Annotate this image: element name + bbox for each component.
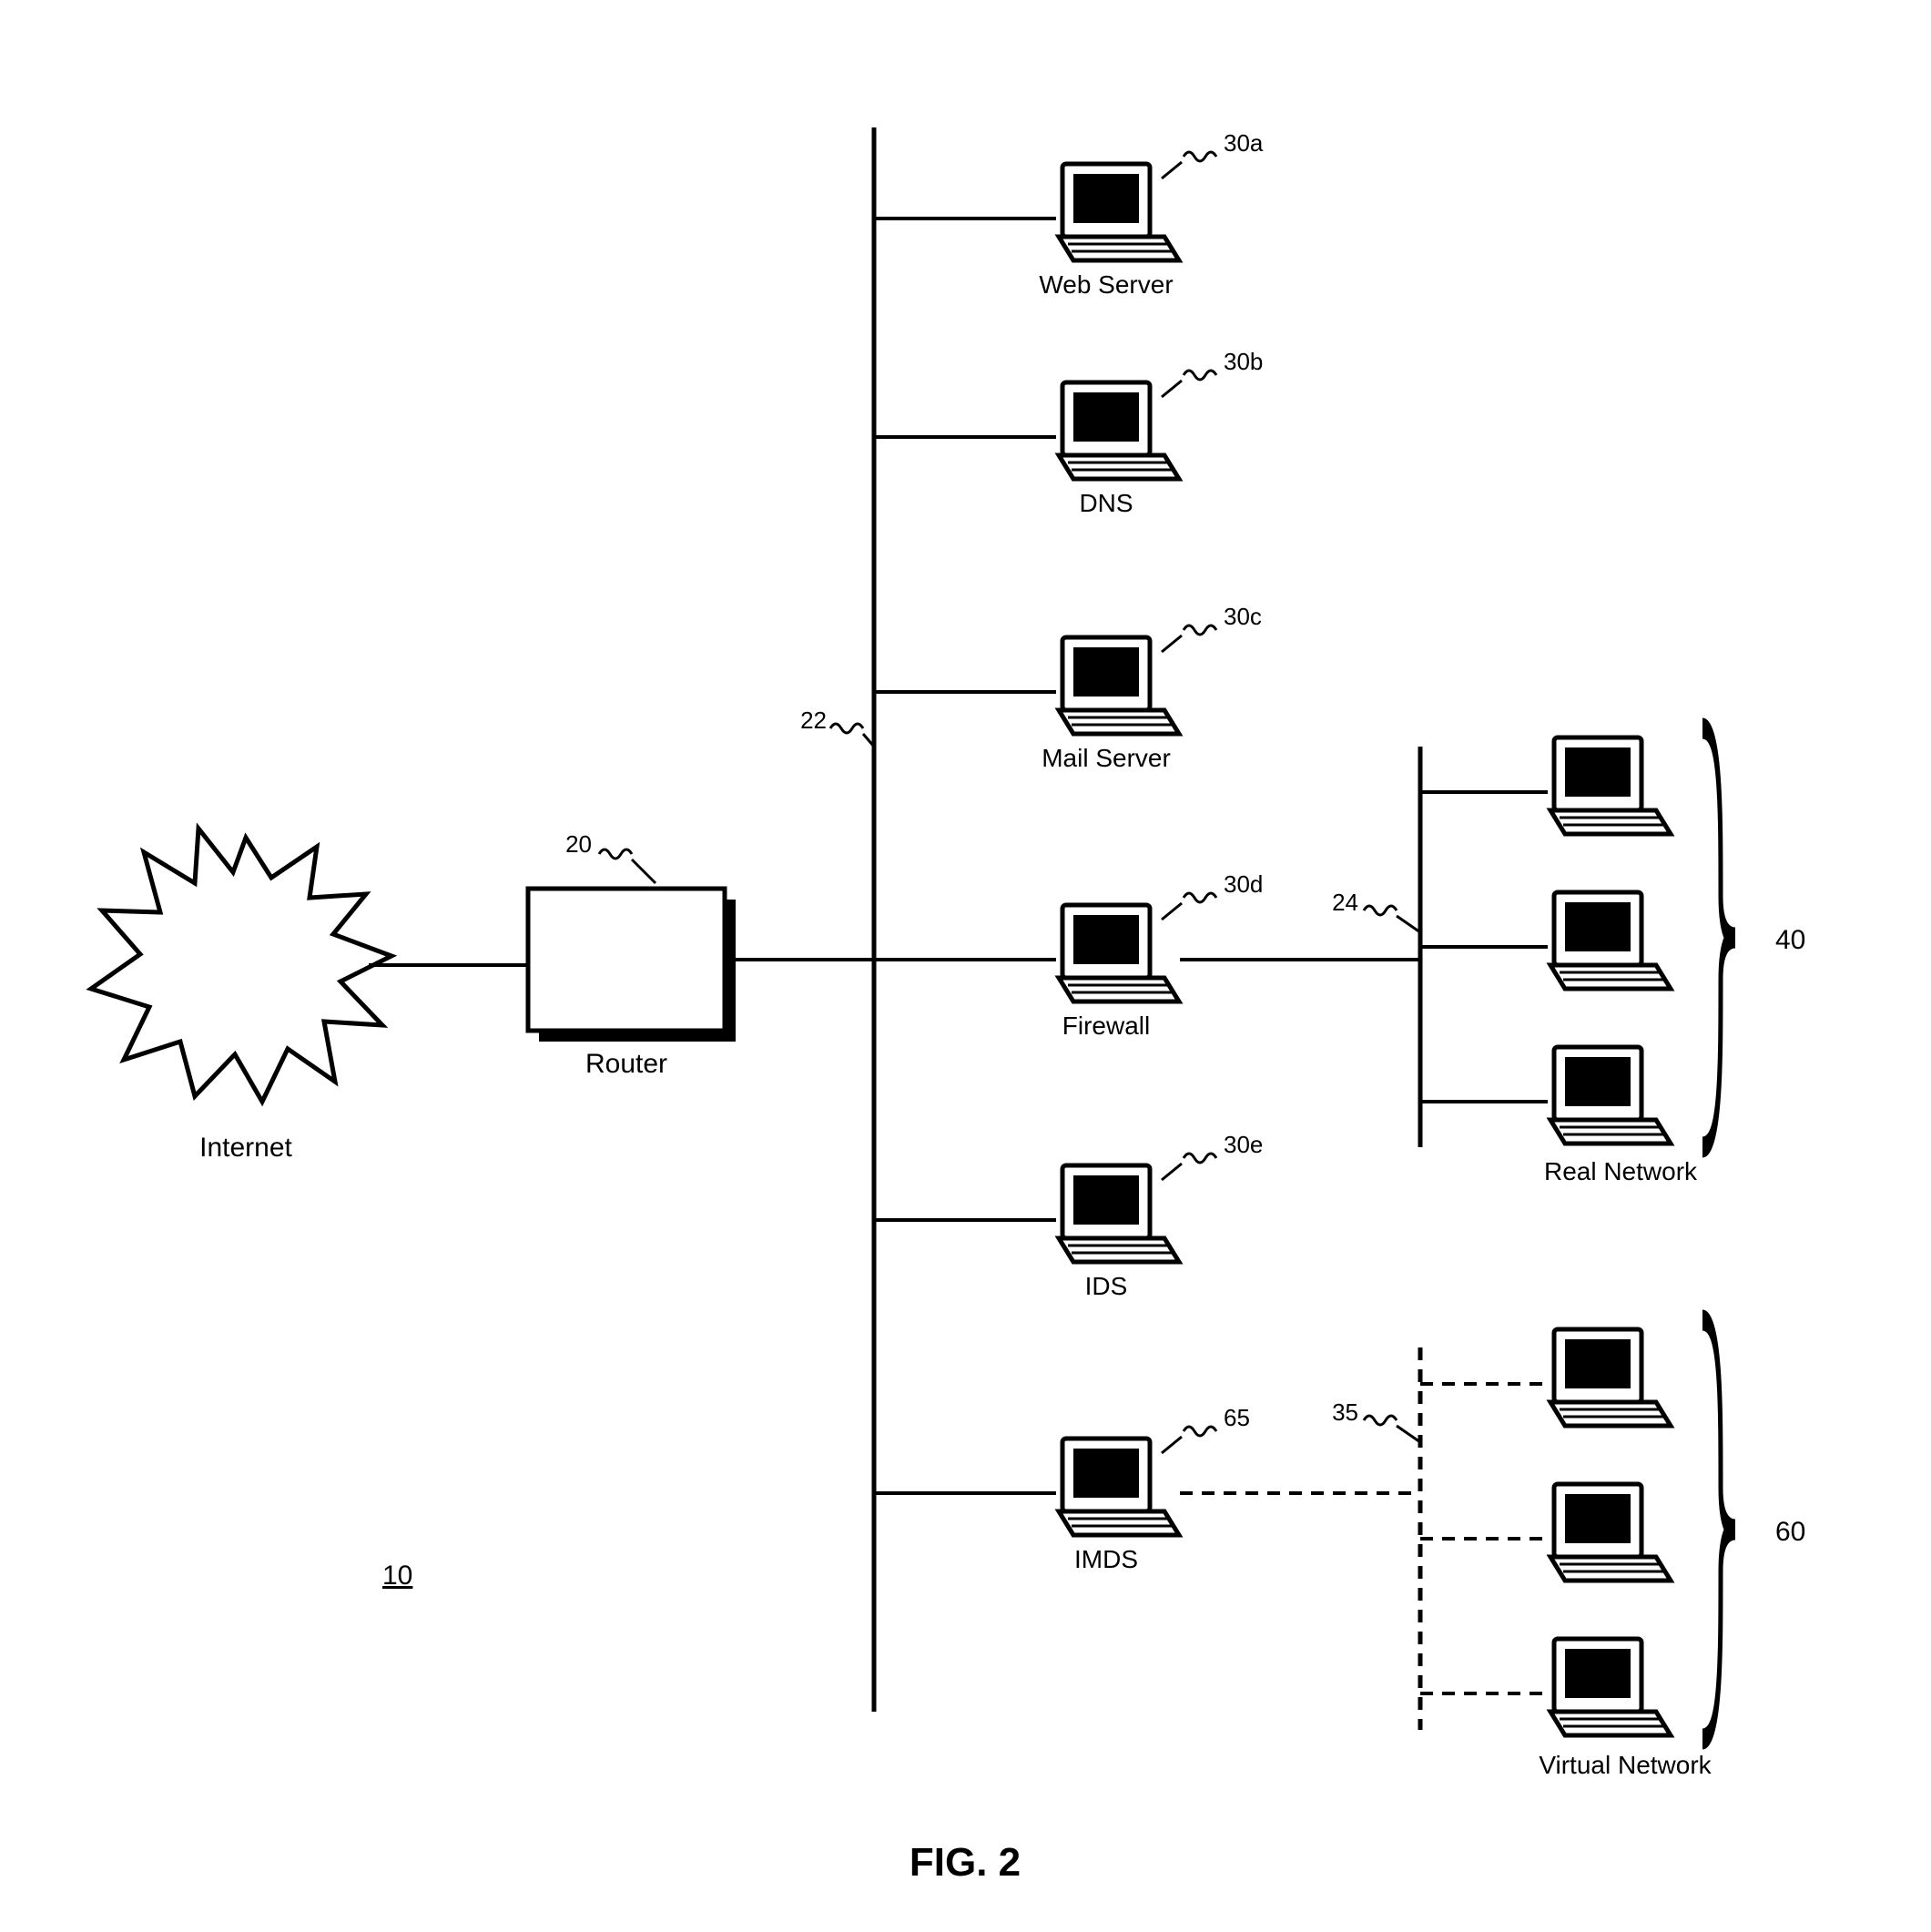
system-ref: 10 [382, 1561, 412, 1591]
server-firewall-label: Firewall [1062, 1012, 1150, 1040]
server-mail-ref: 30c [1224, 603, 1262, 630]
real-network-label: Real Network [1544, 1157, 1698, 1185]
server-imds-ref: 65 [1224, 1404, 1250, 1431]
virtual-network: Virtual Network 60 [1420, 1320, 1805, 1779]
server-web: Web Server 30a [874, 129, 1264, 299]
server-imds: IMDS 65 [874, 1404, 1250, 1573]
server-firewall-ref: 30d [1224, 870, 1263, 898]
server-ids-label: IDS [1085, 1272, 1128, 1300]
virtual-network-ref: 60 [1775, 1517, 1805, 1547]
svg-text:22: 22 [800, 707, 827, 734]
lan-bus-ref: 24 [1332, 889, 1420, 932]
network-diagram: Internet Router 20 22 Web Server 30a [0, 0, 1931, 1932]
server-dns: DNS 30b [874, 348, 1263, 517]
server-dns-ref: 30b [1224, 348, 1263, 375]
real-network-ref: 40 [1775, 925, 1805, 955]
router-ref: 20 [565, 830, 592, 858]
virtual-network-label: Virtual Network [1539, 1751, 1712, 1779]
server-web-ref: 30a [1224, 129, 1264, 157]
internet-label: Internet [199, 1133, 292, 1163]
server-mail-label: Mail Server [1042, 744, 1171, 772]
server-ids: IDS 30e [874, 1131, 1263, 1300]
server-mail: Mail Server 30c [874, 603, 1262, 772]
router-label: Router [585, 1049, 667, 1079]
figure-title: FIG. 2 [910, 1840, 1021, 1885]
dmz-bus-ref: 22 [800, 707, 874, 747]
svg-text:35: 35 [1332, 1398, 1358, 1426]
router-node: Router 20 [528, 830, 736, 1079]
server-web-label: Web Server [1039, 270, 1173, 299]
server-ids-ref: 30e [1224, 1131, 1263, 1158]
internet-node: Internet [91, 829, 391, 1163]
svg-text:24: 24 [1332, 889, 1358, 916]
server-dns-label: DNS [1079, 489, 1133, 517]
virtual-bus-ref: 35 [1332, 1398, 1420, 1442]
real-network: Real Network 40 [1420, 728, 1805, 1185]
server-imds-label: IMDS [1074, 1545, 1138, 1573]
